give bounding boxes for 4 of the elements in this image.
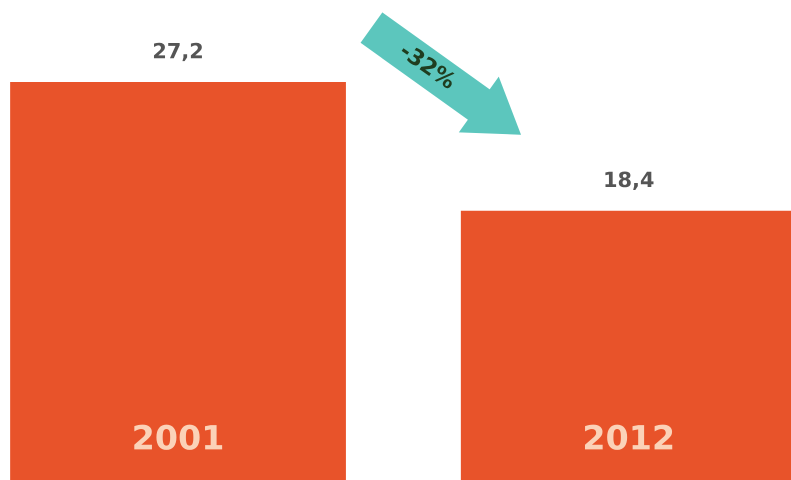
data-label: 18,4 [605,172,654,190]
x-tick-label: 2012 [584,424,672,450]
x-tick-label: 2001 [134,424,222,450]
data-label: 27,2 [154,42,202,62]
